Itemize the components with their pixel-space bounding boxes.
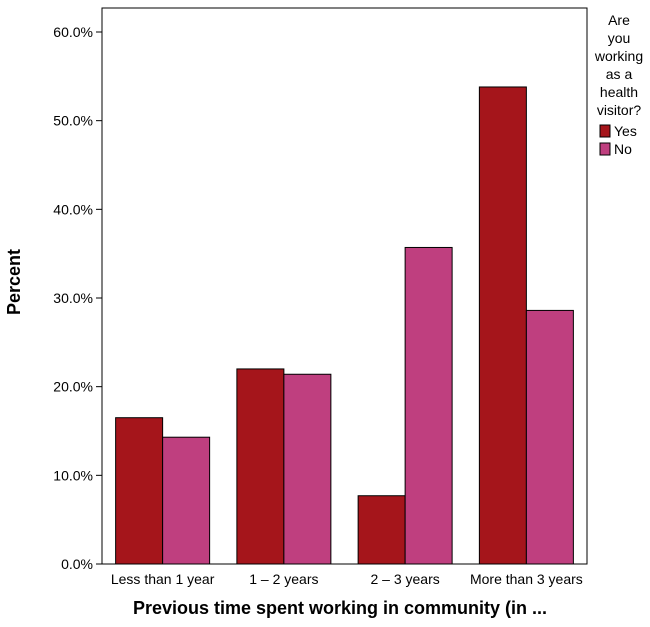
bars (115, 86, 574, 565)
x-tick-label: More than 3 years (470, 571, 583, 587)
bar-no-3 (404, 246, 453, 565)
x-axis-ticks: Less than 1 year 1 – 2 years 2 – 3 years Mo… (111, 571, 583, 587)
y-tick-label: 40.0% (53, 201, 93, 217)
legend-title-line: Are (608, 12, 630, 28)
y-tick-label: 30.0% (53, 290, 93, 306)
x-tick-label: 2 – 3 years (370, 571, 439, 587)
x-tick-label: Less than 1 year (111, 571, 215, 587)
legend-label-no: No (614, 141, 632, 157)
legend-title-line: as a (606, 66, 633, 82)
legend-label-yes: Yes (614, 123, 637, 139)
bar-no-1 (162, 436, 211, 565)
y-tick-label: 20.0% (53, 379, 93, 395)
bar-yes-2 (236, 368, 285, 565)
bar-no-2 (283, 373, 332, 565)
x-axis-title: Previous time spent working in community… (133, 598, 547, 618)
y-tick-label: 60.0% (53, 24, 93, 40)
y-axis-title: Percent (4, 249, 24, 315)
x-tick-label: 1 – 2 years (249, 571, 318, 587)
bar-yes-1 (115, 417, 164, 565)
legend: Are you working as a health visitor? Yes No (594, 12, 643, 157)
bar-yes-4 (478, 86, 527, 565)
legend-swatch-no (599, 142, 611, 156)
y-axis-ticks: 0.0% 10.0% 20.0% 30.0% 40.0% 50.0% 60.0% (53, 24, 102, 572)
legend-swatch-yes (599, 124, 611, 138)
y-tick-label: 50.0% (53, 113, 93, 129)
bar-no-4 (525, 309, 574, 565)
bar-yes-3 (357, 495, 406, 565)
legend-title-line: visitor? (597, 102, 642, 118)
plot-area: 0.0% 10.0% 20.0% 30.0% 40.0% 50.0% 60.0% Less … (53, 7, 588, 587)
legend-title-line: health (600, 84, 638, 100)
legend-title-line: you (608, 30, 631, 46)
legend-title-line: working (594, 48, 643, 64)
y-tick-label: 10.0% (53, 467, 93, 483)
y-tick-label: 0.0% (61, 556, 93, 572)
